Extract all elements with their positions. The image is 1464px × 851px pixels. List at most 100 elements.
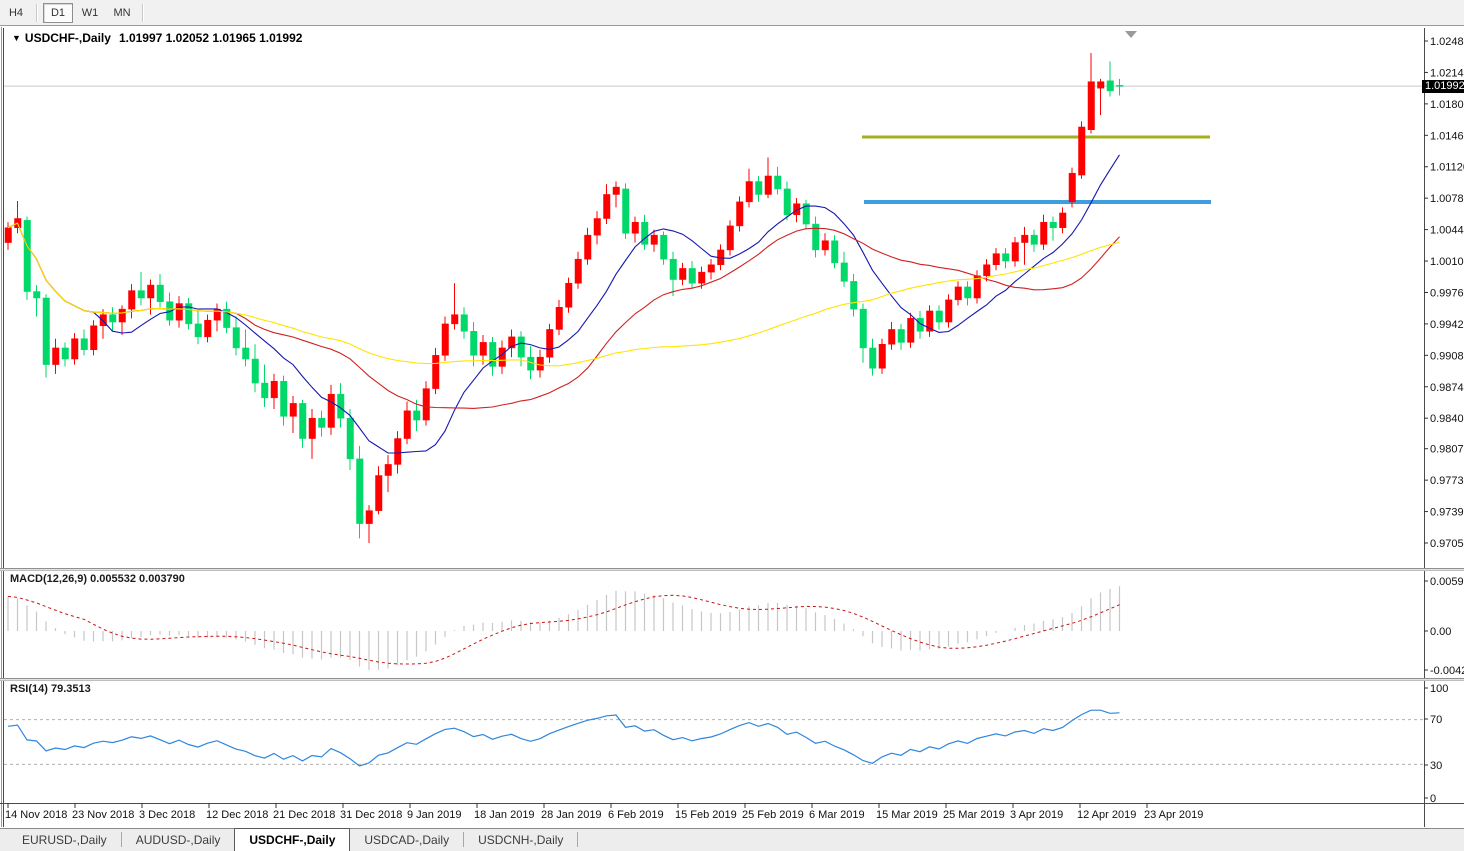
candle xyxy=(470,331,478,356)
macd-axis-label: 0.00 xyxy=(1430,626,1451,638)
pane-separator xyxy=(0,678,1464,681)
candle xyxy=(384,464,392,476)
candle xyxy=(479,342,487,356)
candle xyxy=(365,510,373,524)
candle xyxy=(99,314,107,326)
candle xyxy=(1040,221,1048,245)
chart-tab-bar: EURUSD-,Daily AUDUSD-,Daily USDCHF-,Dail… xyxy=(0,828,1464,851)
candle xyxy=(280,380,288,417)
candle xyxy=(631,221,639,234)
moving-average-slow xyxy=(7,222,1120,367)
date-axis-label: 3 Dec 2018 xyxy=(139,809,195,821)
timeframe-d1-button[interactable]: D1 xyxy=(43,2,73,23)
tab-eurusd-daily[interactable]: EURUSD-,Daily xyxy=(22,833,107,847)
candle xyxy=(289,403,297,417)
candle xyxy=(308,417,316,439)
macd-values: 0.005532 0.003790 xyxy=(90,573,185,585)
candle xyxy=(223,308,231,328)
tab-audusd-daily[interactable]: AUDUSD-,Daily xyxy=(135,833,221,847)
candle xyxy=(232,327,240,349)
date-axis-label: 25 Feb 2019 xyxy=(742,809,804,821)
candle xyxy=(71,338,79,360)
candle xyxy=(802,203,810,225)
date-axis-label: 23 Nov 2018 xyxy=(72,809,134,821)
candle xyxy=(707,264,715,273)
candle xyxy=(156,284,164,302)
candle xyxy=(983,264,991,277)
chart-symbol-label: USDCHF-,Daily xyxy=(24,31,111,45)
candle xyxy=(42,297,50,365)
candle xyxy=(128,290,136,310)
tab-usdcad-daily[interactable]: USDCAD-,Daily xyxy=(364,833,450,847)
symbol-dropdown-icon[interactable]: ▼ xyxy=(12,33,21,43)
candle xyxy=(109,314,117,323)
candle xyxy=(622,188,630,234)
tab-separator xyxy=(577,832,579,847)
candle xyxy=(185,303,193,325)
rsi-line xyxy=(7,709,1120,767)
rsi-value: 79.3513 xyxy=(50,683,91,695)
candle xyxy=(413,410,421,421)
timeframe-toolbar: H4 D1 W1 MN xyxy=(0,0,1464,26)
date-axis-label: 23 Apr 2019 xyxy=(1144,809,1203,821)
price-axis-label: 0.97050 xyxy=(1430,538,1464,550)
candle xyxy=(679,268,687,280)
candle xyxy=(403,410,411,439)
candle xyxy=(612,186,620,195)
moving-average-mid xyxy=(7,222,1120,409)
candle xyxy=(1116,85,1124,87)
candle xyxy=(935,310,943,323)
date-axis-label: 18 Jan 2019 xyxy=(474,809,535,821)
candle xyxy=(1068,172,1076,203)
candle xyxy=(460,314,468,332)
date-axis-label: 6 Mar 2019 xyxy=(809,809,865,821)
timeframe-mn-button[interactable]: MN xyxy=(107,3,137,23)
candle xyxy=(270,380,278,399)
price-axis-label: 1.00440 xyxy=(1430,225,1464,237)
candle xyxy=(821,240,829,251)
timeframe-h4-button[interactable]: H4 xyxy=(1,3,31,23)
candle xyxy=(90,325,98,351)
candle xyxy=(1002,253,1010,262)
timeframe-w1-button[interactable]: W1 xyxy=(75,3,105,23)
candle xyxy=(726,225,734,251)
candle xyxy=(261,382,269,399)
date-axis-label: 15 Feb 2019 xyxy=(675,809,737,821)
macd-axis-label: 0.005997 xyxy=(1430,576,1464,588)
candle xyxy=(945,299,953,323)
candle xyxy=(736,201,744,227)
tab-usdchf-daily[interactable]: USDCHF-,Daily xyxy=(234,828,351,851)
candle xyxy=(147,284,155,299)
candle xyxy=(688,268,696,284)
date-axis-label: 6 Feb 2019 xyxy=(608,809,664,821)
candle xyxy=(242,347,250,360)
candle xyxy=(878,343,886,369)
candle xyxy=(318,417,326,428)
rsi-axis-label: 70 xyxy=(1430,714,1442,726)
toolbar-separator xyxy=(142,3,144,22)
tab-usdcnh-daily[interactable]: USDCNH-,Daily xyxy=(478,833,564,847)
candle xyxy=(194,323,202,338)
date-axis-label: 9 Jan 2019 xyxy=(407,809,461,821)
candle xyxy=(118,308,126,323)
candle xyxy=(517,336,525,358)
candle xyxy=(299,403,307,439)
date-axis-label: 12 Dec 2018 xyxy=(206,809,268,821)
candle xyxy=(584,234,592,260)
candle xyxy=(1078,126,1086,176)
candle xyxy=(422,388,430,421)
candle xyxy=(394,438,402,465)
candle xyxy=(859,308,867,349)
candle xyxy=(52,347,60,365)
candle xyxy=(508,336,516,349)
price-axis-label: 1.00780 xyxy=(1430,193,1464,205)
candle xyxy=(698,271,706,284)
date-axis-label: 14 Nov 2018 xyxy=(5,809,67,821)
candle xyxy=(774,175,782,190)
rsi-axis-label: 100 xyxy=(1430,683,1448,695)
candle xyxy=(907,318,915,343)
